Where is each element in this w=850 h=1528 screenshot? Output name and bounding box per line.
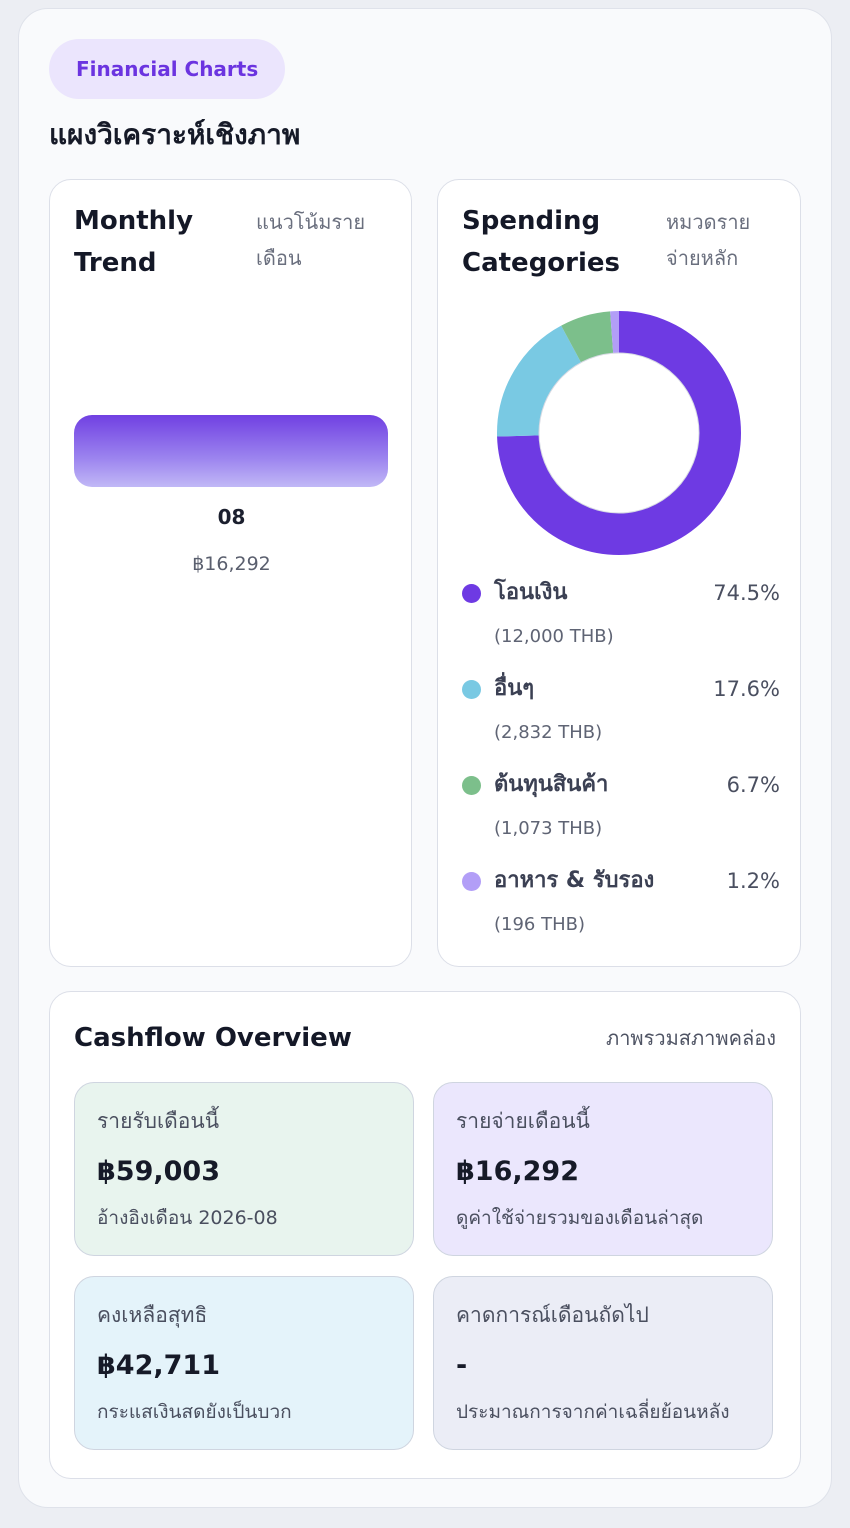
legend-item[interactable]: อื่นๆ 17.6% (2,832 THB): [460, 670, 780, 766]
legend-item-percent: 6.7%: [726, 773, 780, 797]
legend-item-percent: 74.5%: [713, 581, 780, 605]
tile-value: -: [456, 1350, 468, 1381]
cashflow-subtitle: ภาพรวมสภาพคล่อง: [606, 1026, 776, 1050]
legend-item-name: ต้นทุนสินค้า: [494, 772, 609, 797]
tile-value: ฿42,711: [97, 1350, 220, 1381]
page-title: แผงวิเคราะห์เชิงภาพ: [49, 118, 301, 151]
legend-item-percent: 1.2%: [726, 869, 780, 893]
monthly-trend-title: Monthly Trend: [74, 206, 194, 278]
legend-item-percent: 17.6%: [713, 677, 780, 701]
tile-note: ดูค่าใช้จ่ายรวมของเดือนล่าสุด: [456, 1207, 704, 1229]
spending-categories-card: Spending Categories หมวดรายจ่ายหลัก โอนเ…: [437, 179, 801, 967]
trend-bar-label: 08: [217, 505, 246, 529]
tile-label: รายรับเดือนนี้: [97, 1109, 220, 1133]
income-tile[interactable]: รายรับเดือนนี้ ฿59,003 อ้างอิงเดือน 2026…: [74, 1082, 414, 1256]
trend-bar-value: ฿16,292: [192, 553, 271, 575]
spending-title: Spending Categories: [462, 206, 621, 278]
spending-legend: โอนเงิน 74.5% (12,000 THB) อื่นๆ 17.6% (…: [460, 574, 780, 958]
legend-item-amount: (12,000 THB): [494, 626, 614, 647]
tile-value: ฿59,003: [97, 1156, 220, 1187]
legend-item[interactable]: อาหาร & รับรอง 1.2% (196 THB): [460, 862, 780, 958]
forecast-tile[interactable]: คาดการณ์เดือนถัดไป - ประมาณการจากค่าเฉลี…: [433, 1276, 773, 1450]
legend-color-dot: [462, 680, 481, 699]
tile-note: ประมาณการจากค่าเฉลี่ยย้อนหลัง: [456, 1401, 730, 1423]
legend-item-name: โอนเงิน: [494, 580, 568, 605]
legend-color-dot: [462, 872, 481, 891]
cashflow-title: Cashflow Overview: [74, 1023, 352, 1053]
trend-bar[interactable]: [74, 415, 388, 487]
section-badge: Financial Charts: [49, 39, 286, 99]
financial-charts-panel: Financial Charts แผงวิเคราะห์เชิงภาพ Mon…: [18, 8, 832, 1508]
legend-item-name: อื่นๆ: [494, 676, 535, 701]
tile-label: คาดการณ์เดือนถัดไป: [456, 1303, 649, 1327]
monthly-trend-card: Monthly Trend แนวโน้มรายเดือน 08 ฿16,292: [49, 179, 412, 967]
tile-note: อ้างอิงเดือน 2026-08: [97, 1207, 278, 1229]
legend-color-dot: [462, 776, 481, 795]
legend-item-amount: (1,073 THB): [494, 818, 603, 839]
legend-item[interactable]: ต้นทุนสินค้า 6.7% (1,073 THB): [460, 766, 780, 862]
tile-value: ฿16,292: [456, 1156, 579, 1187]
donut-slice-3[interactable]: [497, 311, 741, 555]
tile-note: กระแสเงินสดยังเป็นบวก: [97, 1401, 292, 1423]
expense-tile[interactable]: รายจ่ายเดือนนี้ ฿16,292 ดูค่าใช้จ่ายรวมข…: [433, 1082, 773, 1256]
spending-subtitle: หมวดรายจ่ายหลัก: [666, 210, 751, 270]
spending-donut-chart: [497, 311, 741, 555]
tile-label: คงเหลือสุทธิ: [97, 1303, 208, 1327]
legend-item-amount: (196 THB): [494, 914, 586, 935]
cashflow-overview-card: Cashflow Overview ภาพรวมสภาพคล่อง รายรับ…: [49, 991, 801, 1479]
legend-item-amount: (2,832 THB): [494, 722, 603, 743]
donut-inner-ring: [538, 352, 700, 514]
net-balance-tile[interactable]: คงเหลือสุทธิ ฿42,711 กระแสเงินสดยังเป็นบ…: [74, 1276, 414, 1450]
legend-item-name: อาหาร & รับรอง: [494, 868, 655, 893]
donut-slice-1[interactable]: [497, 311, 741, 555]
monthly-trend-subtitle: แนวโน้มรายเดือน: [256, 210, 366, 270]
legend-color-dot: [462, 584, 481, 603]
tile-label: รายจ่ายเดือนนี้: [456, 1109, 590, 1133]
legend-item[interactable]: โอนเงิน 74.5% (12,000 THB): [460, 574, 780, 670]
